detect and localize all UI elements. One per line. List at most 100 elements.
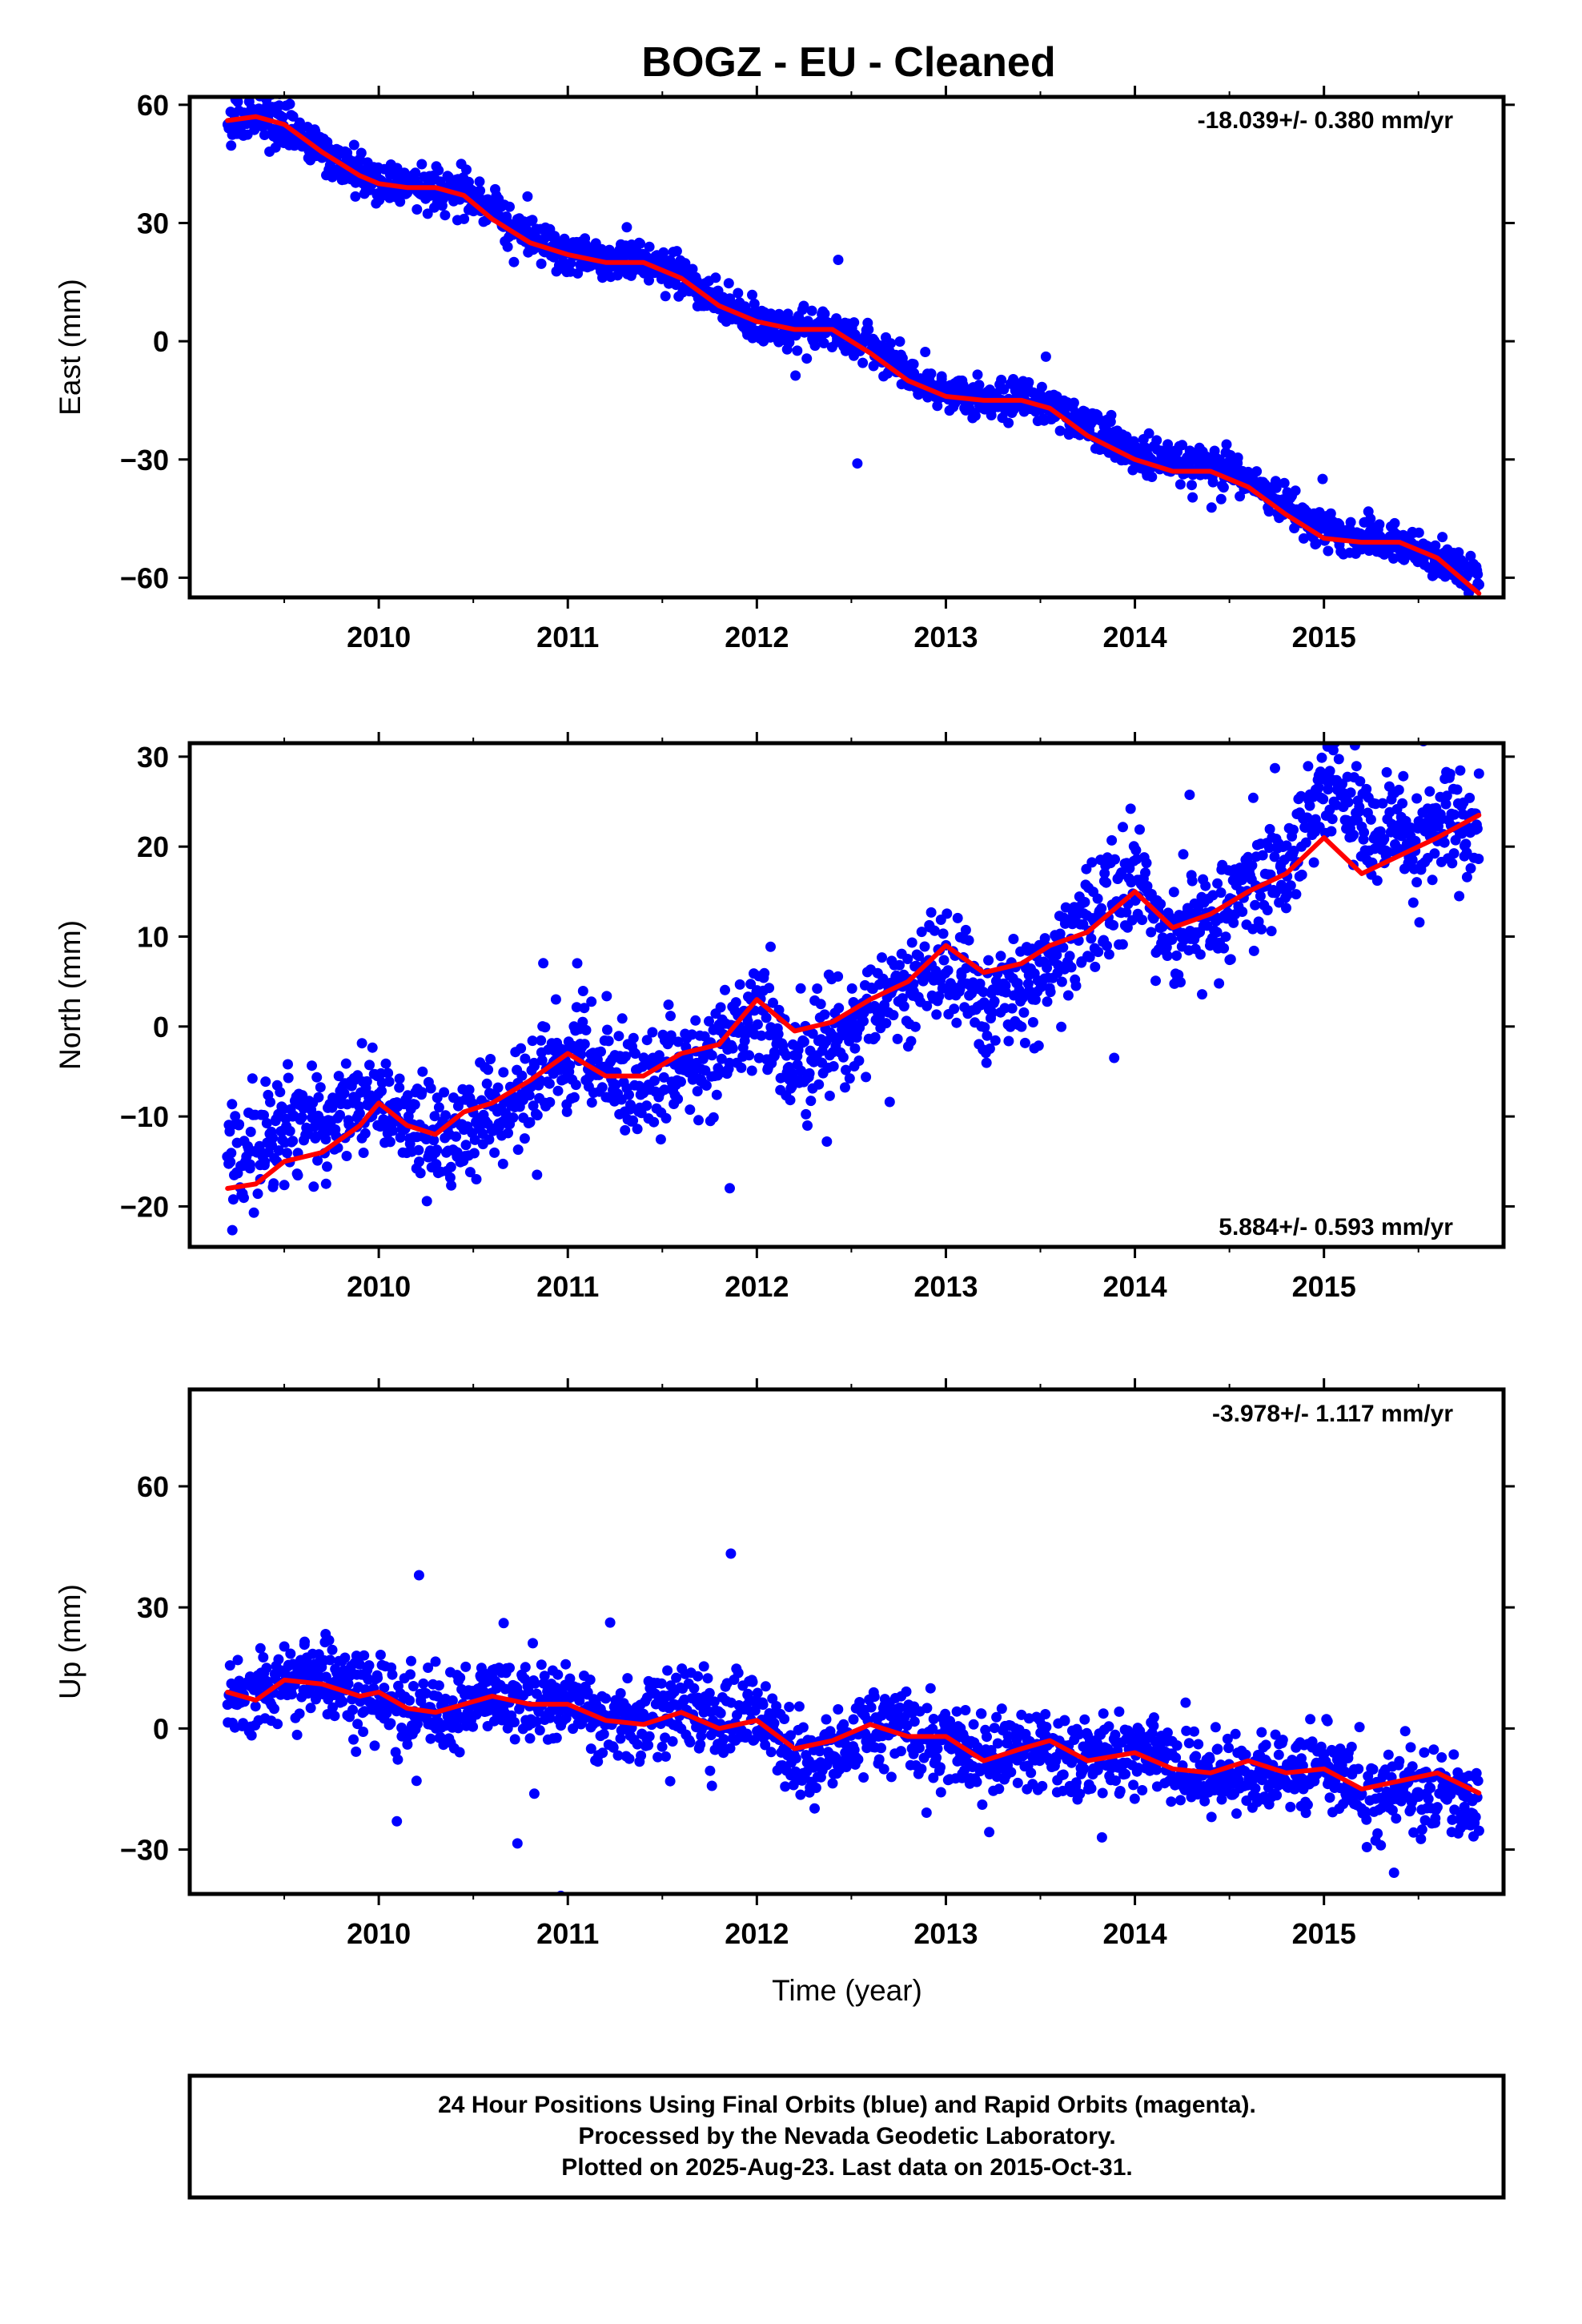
data-point: [894, 1702, 905, 1713]
data-point: [536, 1035, 547, 1046]
data-point: [540, 1022, 551, 1033]
data-point: [913, 1743, 925, 1754]
data-point: [773, 1028, 784, 1039]
data-point: [528, 1100, 539, 1112]
data-point: [1221, 439, 1232, 450]
data-point: [1109, 1052, 1120, 1063]
data-point: [356, 1038, 367, 1049]
x-tick-label: 2013: [913, 1917, 978, 1950]
data-point: [315, 1082, 326, 1093]
data-point: [971, 1776, 982, 1787]
data-point: [1140, 867, 1150, 879]
data-point: [1413, 527, 1424, 538]
data-point: [305, 1703, 316, 1714]
data-point: [1361, 783, 1372, 794]
data-point: [433, 1102, 444, 1113]
data-point: [1290, 485, 1301, 497]
data-point: [425, 1733, 436, 1744]
data-point: [927, 1723, 938, 1735]
data-point: [372, 1672, 383, 1683]
y-tick-label: 0: [153, 325, 169, 358]
data-point: [277, 111, 288, 123]
data-point: [553, 1706, 564, 1717]
data-point: [418, 1678, 429, 1689]
data-point: [1281, 840, 1292, 851]
data-point: [1121, 431, 1132, 442]
data-point: [1460, 838, 1472, 850]
data-point: [724, 1057, 735, 1068]
data-point: [285, 1648, 296, 1659]
x-tick-label: 2013: [913, 621, 978, 653]
data-point: [1130, 845, 1142, 856]
data-point: [1389, 517, 1400, 529]
plot-frame: [187, 741, 1506, 1249]
data-point: [1058, 942, 1069, 953]
data-point: [760, 1739, 771, 1751]
data-point: [252, 1188, 263, 1200]
data-point: [996, 1703, 1007, 1715]
data-point: [798, 300, 809, 312]
x-tick-label: 2011: [536, 1270, 599, 1303]
data-point: [1407, 897, 1419, 908]
data-point: [895, 1746, 906, 1757]
data-point: [464, 1167, 476, 1178]
data-point: [693, 1115, 704, 1126]
data-point: [894, 336, 905, 347]
data-point: [760, 1681, 771, 1692]
data-point: [824, 1090, 835, 1101]
data-point: [539, 1671, 550, 1682]
data-point: [445, 1161, 456, 1172]
data-point: [720, 984, 730, 995]
data-point: [798, 1036, 809, 1047]
data-point: [994, 1783, 1005, 1795]
data-point: [1427, 875, 1438, 886]
data-point: [1003, 417, 1014, 428]
data-point: [597, 1747, 608, 1759]
data-point: [504, 201, 515, 212]
data-point: [790, 370, 801, 381]
data-point: [697, 1053, 709, 1064]
data-point: [560, 1659, 572, 1670]
data-point: [384, 1136, 396, 1148]
data-point: [1062, 990, 1074, 1001]
data-point: [852, 458, 863, 469]
data-point: [392, 1754, 404, 1765]
data-point: [1323, 545, 1334, 557]
data-point: [244, 1159, 255, 1170]
data-point: [1303, 761, 1314, 772]
data-point: [1002, 1731, 1014, 1742]
data-point: [846, 983, 857, 994]
data-point: [1183, 1738, 1195, 1749]
data-point: [827, 1778, 838, 1789]
data-point: [1333, 754, 1344, 765]
data-point: [690, 1015, 701, 1026]
data-point: [656, 1678, 667, 1689]
data-point: [1411, 793, 1423, 804]
data-point: [1170, 1752, 1182, 1763]
data-point: [428, 1135, 440, 1146]
data-point: [414, 1156, 424, 1168]
data-point: [935, 1787, 946, 1798]
data-point: [230, 1111, 241, 1122]
data-point: [723, 278, 734, 289]
data-point: [564, 1059, 576, 1071]
data-point: [604, 1617, 616, 1628]
data-point: [1228, 917, 1239, 928]
data-point: [1447, 858, 1458, 869]
data-point: [1214, 978, 1225, 989]
data-point: [932, 1743, 943, 1755]
data-point: [359, 1128, 371, 1139]
data-point: [529, 1678, 540, 1689]
data-point: [661, 1751, 671, 1762]
data-point: [239, 74, 250, 84]
data-point: [1079, 897, 1090, 907]
data-point: [853, 1754, 864, 1765]
data-point: [977, 1799, 988, 1810]
data-point: [828, 1061, 839, 1072]
data-point: [1266, 926, 1277, 937]
data-point: [1026, 1767, 1037, 1779]
data-point: [598, 1728, 609, 1739]
data-point: [284, 1125, 295, 1136]
data-point: [725, 1548, 737, 1559]
y-tick-label: −60: [120, 561, 169, 594]
